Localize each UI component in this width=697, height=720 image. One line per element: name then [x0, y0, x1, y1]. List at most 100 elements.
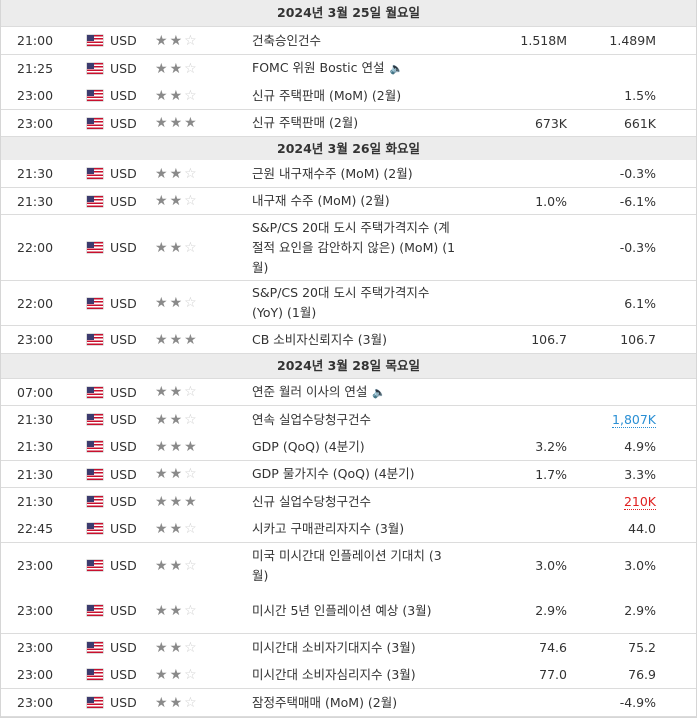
importance-stars: ★ ★ ☆ [155, 588, 215, 633]
flag-cell [87, 689, 103, 716]
event-name[interactable]: 내구재 수주 (MoM) (2월) [252, 193, 390, 208]
flag-cell [87, 634, 103, 661]
event-name-cell[interactable]: S&P/CS 20대 도시 주택가격지수 (YoY) (1월) [252, 281, 457, 325]
event-row[interactable]: 22:00 USD ★ ★ ☆ S&P/CS 20대 도시 주택가격지수 (YoY) (1… [1, 281, 696, 326]
event-row[interactable]: 23:00 USD ★ ★ ★ CB 소비자신뢰지수 (3월) 106.7 106.7 [1, 326, 696, 354]
star-icon: ★ [155, 384, 168, 400]
event-row[interactable]: 21:30 USD ★ ★ ☆ 연속 실업수당청구건수 1,807K [1, 406, 696, 434]
event-row[interactable]: 21:30 USD ★ ★ ☆ 근원 내구재수주 (MoM) (2월) -0.3% [1, 160, 696, 188]
event-row[interactable]: 23:00 USD ★ ★ ☆ 미국 미시간대 인플레이션 기대치 (3월) 3.0% 3.0… [1, 543, 696, 589]
event-name-cell[interactable]: 시카고 구매관리자지수 (3월) [252, 515, 457, 542]
event-name-cell[interactable]: 신규 주택판매 (2월) [252, 110, 457, 136]
event-name[interactable]: 신규 주택판매 (2월) [252, 115, 359, 130]
currency-code: USD [110, 115, 137, 131]
event-row[interactable]: 22:00 USD ★ ★ ☆ S&P/CS 20대 도시 주택가격지수 (계절적 요인을… [1, 215, 696, 281]
event-name-wrap: 신규 주택판매 (2월) [252, 113, 358, 133]
event-name-cell[interactable]: 미국 미시간대 인플레이션 기대치 (3월) [252, 543, 457, 588]
event-name[interactable]: GDP 물가지수 (QoQ) (4분기) [252, 466, 415, 481]
event-name[interactable]: CB 소비자신뢰지수 (3월) [252, 331, 387, 347]
event-name[interactable]: 미시간 5년 인플레이션 예상 (3월) [252, 602, 432, 618]
event-name-cell[interactable]: 잠정주택매매 (MoM) (2월) [252, 689, 457, 716]
flag-cell [87, 188, 103, 214]
event-name[interactable]: 연속 실업수당청구건수 [252, 411, 371, 427]
event-row[interactable]: 21:30 USD ★ ★ ☆ 내구재 수주 (MoM) (2월) 1.0% -6.1% [1, 188, 696, 215]
event-row[interactable]: 21:30 USD ★ ★ ★ GDP (QoQ) (4분기) 3.2% 4.9% [1, 433, 696, 461]
us-flag-icon [87, 414, 103, 425]
event-name-cell[interactable]: 연속 실업수당청구건수 [252, 406, 457, 433]
event-time: 21:30 [17, 412, 54, 427]
flag-cell [87, 160, 103, 187]
date-header-label: 2024년 3월 26일 화요일 [277, 141, 420, 156]
forecast-value: 3.0% [535, 558, 567, 573]
forecast-value [481, 689, 567, 716]
currency-code: USD [110, 295, 137, 311]
previous-value: 106.7 [620, 332, 656, 347]
event-row[interactable]: 07:00 USD ★ ★ ☆ 연준 월러 이사의 연설 🔈 [1, 379, 696, 406]
event-row[interactable]: 21:30 USD ★ ★ ☆ GDP 물가지수 (QoQ) (4분기) 1.7% 3.3% [1, 461, 696, 488]
importance-stars: ★ ★ ☆ [155, 661, 215, 688]
event-name-cell[interactable]: 연준 월러 이사의 연설 🔈 [252, 379, 457, 405]
event-name[interactable]: S&P/CS 20대 도시 주택가격지수 (YoY) (1월) [252, 285, 430, 320]
us-flag-icon [87, 168, 103, 179]
star-icon: ★ [155, 165, 168, 182]
previous-value-cell: 44.0 [581, 515, 656, 542]
event-row[interactable]: 22:45 USD ★ ★ ☆ 시카고 구매관리자지수 (3월) 44.0 [1, 515, 696, 543]
event-row[interactable]: 23:00 USD ★ ★ ☆ 잠정주택매매 (MoM) (2월) -4.9% [1, 689, 696, 717]
event-name-cell[interactable]: 내구재 수주 (MoM) (2월) [252, 188, 457, 214]
previous-value: 4.9% [624, 439, 656, 454]
event-name-cell[interactable]: CB 소비자신뢰지수 (3월) [252, 326, 457, 353]
star-icon: ★ [155, 438, 168, 455]
event-name-cell[interactable]: GDP (QoQ) (4분기) [252, 433, 457, 460]
event-row[interactable]: 21:25 USD ★ ★ ☆ FOMC 위원 Bostic 연설 🔈 [1, 55, 696, 83]
importance-stars: ★ ★ ☆ [155, 55, 215, 82]
event-row[interactable]: 23:00 USD ★ ★ ☆ 미시간대 소비자심리지수 (3월) 77.0 76.9 [1, 661, 696, 689]
event-name-cell[interactable]: S&P/CS 20대 도시 주택가격지수 (계절적 요인을 감안하지 않은) (… [252, 215, 457, 280]
event-name[interactable]: 신규 실업수당청구건수 [252, 493, 371, 509]
us-flag-icon [87, 441, 103, 452]
previous-value-cell: -4.9% [581, 689, 656, 716]
us-flag-icon [87, 195, 103, 207]
flag-cell [87, 82, 103, 109]
previous-value[interactable]: 1,807K [612, 411, 656, 428]
event-name-wrap: 잠정주택매매 (MoM) (2월) [252, 693, 397, 713]
event-name[interactable]: 근원 내구재수주 (MoM) (2월) [252, 165, 413, 181]
event-name-cell[interactable]: 미시간대 소비자기대지수 (3월) [252, 634, 457, 661]
event-name[interactable]: 미국 미시간대 인플레이션 기대치 (3월) [252, 547, 442, 583]
event-name-wrap: 미시간대 소비자기대지수 (3월) [252, 638, 416, 658]
event-name-wrap: GDP 물가지수 (QoQ) (4분기) [252, 464, 415, 484]
event-name[interactable]: 잠정주택매매 (MoM) (2월) [252, 694, 398, 710]
event-name[interactable]: S&P/CS 20대 도시 주택가격지수 (계절적 요인을 감안하지 않은) (… [252, 219, 456, 275]
event-name-cell[interactable]: 근원 내구재수주 (MoM) (2월) [252, 160, 457, 187]
event-time: 23:00 [17, 88, 54, 103]
event-name[interactable]: 신규 주택판매 (MoM) (2월) [252, 87, 402, 103]
forecast-value [481, 160, 567, 187]
event-name[interactable]: GDP (QoQ) (4분기) [252, 438, 365, 454]
event-name-cell[interactable]: FOMC 위원 Bostic 연설 🔈 [252, 55, 457, 82]
flag-cell [87, 661, 103, 688]
event-name-cell[interactable]: 신규 실업수당청구건수 [252, 488, 457, 515]
event-name-cell[interactable]: 건축승인건수 [252, 27, 457, 54]
event-name[interactable]: 미시간대 소비자기대지수 (3월) [252, 639, 416, 655]
previous-value: 661K [623, 115, 656, 131]
event-name-cell[interactable]: 신규 주택판매 (MoM) (2월) [252, 82, 457, 109]
event-row[interactable]: 23:00 USD ★ ★ ☆ 미시간대 소비자기대지수 (3월) 74.6 75.2 [1, 634, 696, 662]
currency-code: USD [110, 466, 137, 482]
event-name[interactable]: 미시간대 소비자심리지수 (3월) [252, 666, 416, 682]
event-row[interactable]: 21:00 USD ★ ★ ☆ 건축승인건수 1.518M 1.489M [1, 27, 696, 55]
event-name[interactable]: FOMC 위원 Bostic 연설 [252, 60, 385, 75]
event-row[interactable]: 23:00 USD ★ ★ ☆ 신규 주택판매 (MoM) (2월) 1.5% [1, 82, 696, 110]
event-name-cell[interactable]: GDP 물가지수 (QoQ) (4분기) [252, 461, 457, 487]
event-name[interactable]: 건축승인건수 [252, 32, 322, 48]
event-row[interactable]: 21:30 USD ★ ★ ★ 신규 실업수당청구건수 210K [1, 488, 696, 516]
previous-value[interactable]: 210K [623, 493, 656, 510]
event-name-cell[interactable]: 미시간대 소비자심리지수 (3월) [252, 661, 457, 688]
event-name[interactable]: 연준 월러 이사의 연설 [252, 383, 368, 399]
event-name-cell[interactable]: 미시간 5년 인플레이션 예상 (3월) [252, 588, 457, 633]
event-name-wrap: 신규 실업수당청구건수 [252, 492, 371, 512]
event-row[interactable]: 23:00 USD ★ ★ ★ 신규 주택판매 (2월) 673K 661K [1, 110, 696, 137]
currency-code: USD [110, 558, 137, 573]
us-flag-icon [87, 523, 103, 534]
event-row[interactable]: 23:00 USD ★ ★ ☆ 미시간 5년 인플레이션 예상 (3월) 2.9% 2.9% [1, 588, 696, 634]
previous-value: -0.3% [619, 166, 656, 181]
event-name[interactable]: 시카고 구매관리자지수 (3월) [252, 520, 405, 536]
